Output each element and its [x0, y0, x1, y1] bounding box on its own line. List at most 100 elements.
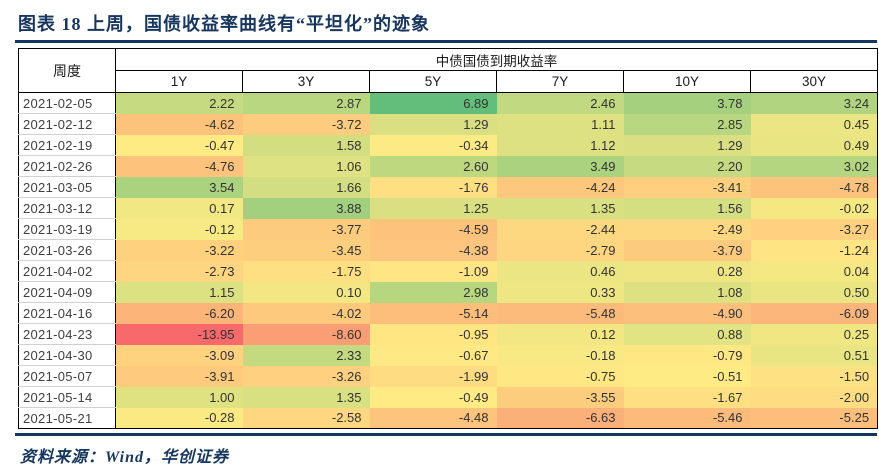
row-date: 2021-03-05 [18, 176, 116, 198]
table-row: 2021-04-16 -6.20 -4.02 -5.14 -5.48 -4.90 -6.09 [18, 302, 878, 324]
heatmap-cell: -0.67 [369, 344, 497, 366]
heatmap-cell: -4.59 [369, 218, 497, 240]
heatmap-cell: 2.87 [242, 92, 370, 114]
heatmap-cell: -3.45 [242, 239, 370, 261]
heatmap-cell: -3.72 [242, 113, 370, 135]
heatmap-cell: 0.25 [750, 323, 878, 345]
row-date: 2021-02-12 [18, 113, 116, 135]
heatmap-cell: 1.29 [369, 113, 497, 135]
heatmap-cell: -4.02 [242, 302, 370, 324]
heatmap-cell: 0.04 [750, 260, 878, 282]
heatmap-cell: 2.60 [369, 155, 497, 177]
column-header-row: 1Y 3Y 5Y 7Y 10Y 30Y [19, 70, 879, 93]
heatmap-cell: 1.08 [623, 281, 751, 303]
row-date: 2021-03-26 [18, 239, 116, 261]
row-date: 2021-02-19 [18, 134, 116, 156]
heatmap-cell: -3.41 [623, 176, 751, 198]
figure-title: 图表 18 上周，国债收益率曲线有“平坦化”的迹象 [18, 14, 430, 34]
heatmap-cell: 0.45 [750, 113, 878, 135]
heatmap-cell: 1.56 [623, 197, 751, 219]
yield-change-heatmap-table: 周度 中债国债到期收益率 1Y 3Y 5Y 7Y 10Y 30Y 2021-02-05 2.… [18, 48, 879, 429]
heatmap-cell: -2.79 [496, 239, 624, 261]
heatmap-cell: 1.12 [496, 134, 624, 156]
column-header-1y: 1Y [115, 70, 243, 93]
heatmap-cell: -4.62 [115, 113, 243, 135]
heatmap-cell: -5.25 [750, 407, 878, 429]
heatmap-cell: 2.22 [115, 92, 243, 114]
heatmap-cell: -2.00 [750, 386, 878, 408]
row-date: 2021-03-12 [18, 197, 116, 219]
row-date: 2021-04-09 [18, 281, 116, 303]
heatmap-cell: 0.33 [496, 281, 624, 303]
heatmap-cell: 1.25 [369, 197, 497, 219]
heatmap-cell: 0.28 [623, 260, 751, 282]
heatmap-cell: -4.76 [115, 155, 243, 177]
heatmap-cell: -5.48 [496, 302, 624, 324]
table-row: 2021-03-26 -3.22 -3.45 -4.38 -2.79 -3.79 -1.24 [18, 239, 878, 261]
table-row: 2021-04-02 -2.73 -1.75 -1.09 0.46 0.28 0.04 [18, 260, 878, 282]
heatmap-cell: 0.12 [496, 323, 624, 345]
column-header-10y: 10Y [623, 70, 751, 93]
heatmap-cell: 0.49 [750, 134, 878, 156]
row-date: 2021-03-19 [18, 218, 116, 240]
heatmap-cell: 0.10 [242, 281, 370, 303]
heatmap-cell: 2.33 [242, 344, 370, 366]
column-header-30y: 30Y [749, 70, 879, 93]
heatmap-cell: -3.79 [623, 239, 751, 261]
heatmap-cell: 2.98 [369, 281, 497, 303]
heatmap-cell: 1.29 [623, 134, 751, 156]
row-date: 2021-02-05 [18, 92, 116, 114]
table-body: 2021-02-05 2.22 2.87 6.89 2.46 3.78 3.24 2021-0… [18, 92, 878, 429]
heatmap-cell: 3.02 [750, 155, 878, 177]
heatmap-cell: -2.58 [242, 407, 370, 429]
heatmap-cell: 3.24 [750, 92, 878, 114]
row-date: 2021-04-30 [18, 344, 116, 366]
heatmap-cell: -1.09 [369, 260, 497, 282]
heatmap-cell: -5.14 [369, 302, 497, 324]
column-header-3y: 3Y [242, 70, 370, 93]
heatmap-cell: -1.24 [750, 239, 878, 261]
heatmap-cell: -0.02 [750, 197, 878, 219]
table-row: 2021-02-05 2.22 2.87 6.89 2.46 3.78 3.24 [18, 92, 878, 114]
row-date: 2021-02-26 [18, 155, 116, 177]
heatmap-cell: -4.78 [750, 176, 878, 198]
heatmap-cell: -0.28 [115, 407, 243, 429]
table-row: 2021-03-12 0.17 3.88 1.25 1.35 1.56 -0.02 [18, 197, 878, 219]
heatmap-cell: -0.75 [496, 365, 624, 387]
heatmap-cell: 1.58 [242, 134, 370, 156]
heatmap-cell: 6.89 [369, 92, 497, 114]
heatmap-cell: -6.09 [750, 302, 878, 324]
heatmap-cell: -0.12 [115, 218, 243, 240]
column-header-5y: 5Y [369, 70, 497, 93]
table-row: 2021-04-30 -3.09 2.33 -0.67 -0.18 -0.79 0.51 [18, 344, 878, 366]
heatmap-cell: 3.78 [623, 92, 751, 114]
heatmap-cell: 2.85 [623, 113, 751, 135]
heatmap-cell: 1.00 [115, 386, 243, 408]
source-note: 资料来源：Wind，华创证券 [20, 449, 229, 466]
table-row: 2021-05-21 -0.28 -2.58 -4.48 -6.63 -5.46 -5.25 [18, 407, 878, 429]
heatmap-cell: -3.22 [115, 239, 243, 261]
heatmap-cell: 0.46 [496, 260, 624, 282]
title-divider [15, 40, 877, 43]
heatmap-cell: -4.90 [623, 302, 751, 324]
heatmap-cell: -1.50 [750, 365, 878, 387]
bottom-divider [15, 433, 877, 436]
heatmap-cell: -2.73 [115, 260, 243, 282]
heatmap-cell: -0.95 [369, 323, 497, 345]
heatmap-cell: -1.67 [623, 386, 751, 408]
heatmap-cell: -3.26 [242, 365, 370, 387]
table-row: 2021-04-09 1.15 0.10 2.98 0.33 1.08 0.50 [18, 281, 878, 303]
heatmap-cell: -0.51 [623, 365, 751, 387]
heatmap-cell: 3.49 [496, 155, 624, 177]
row-date: 2021-04-23 [18, 323, 116, 345]
heatmap-cell: -8.60 [242, 323, 370, 345]
heatmap-cell: -1.75 [242, 260, 370, 282]
heatmap-cell: 0.51 [750, 344, 878, 366]
heatmap-cell: -0.49 [369, 386, 497, 408]
row-date: 2021-05-14 [18, 386, 116, 408]
row-date: 2021-05-07 [18, 365, 116, 387]
heatmap-cell: 1.15 [115, 281, 243, 303]
row-date: 2021-04-02 [18, 260, 116, 282]
heatmap-cell: -13.95 [115, 323, 243, 345]
heatmap-cell: -0.34 [369, 134, 497, 156]
